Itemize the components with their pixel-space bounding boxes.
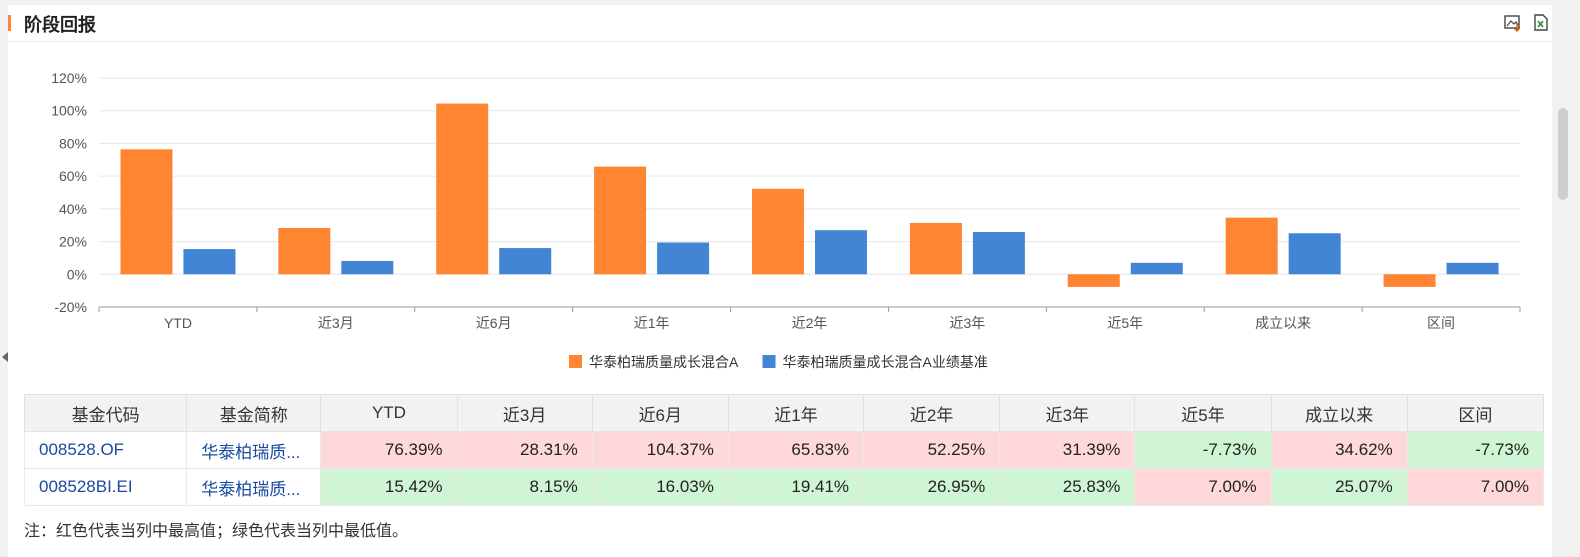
y-tick-label: 120%: [51, 70, 87, 86]
bar-fund[interactable]: [909, 222, 962, 275]
image-download-icon[interactable]: [1504, 14, 1522, 32]
return-table: 基金代码 基金简称 YTD 近3月 近6月 近1年 近2年 近3年 近5年 成立以来 区间 0085…: [23, 394, 1545, 506]
fund-name-link[interactable]: 华泰柏瑞质...: [186, 468, 322, 506]
y-tick-label: 100%: [51, 103, 87, 119]
page-title: 阶段回报: [24, 15, 96, 35]
legend-swatch[interactable]: [762, 355, 776, 368]
table-row: 008528BI.EI 华泰柏瑞质... 15.42% 8.15% 16.03% 19.4…: [23, 468, 1545, 506]
fund-name-link[interactable]: 华泰柏瑞质...: [186, 431, 322, 469]
bar-fund[interactable]: [1067, 274, 1120, 287]
title-accent-bar: [8, 15, 11, 31]
x-tick-label: 区间: [1427, 315, 1455, 331]
y-tick-label: -20%: [54, 299, 87, 315]
bar-benchmark[interactable]: [815, 230, 867, 275]
return-bar-chart: 120% 100% 80% 60% 40% 20% 0% -20% YTD 近3月 近6月 近1年 近2…: [51, 70, 1521, 370]
bar-fund[interactable]: [594, 166, 647, 275]
return-cell: 19.41%: [727, 468, 865, 506]
bar-benchmark[interactable]: [341, 260, 394, 275]
bar-benchmark[interactable]: [183, 249, 236, 275]
x-tick-label: 近3月: [318, 315, 354, 331]
fund-code-link[interactable]: 008528BI.EI: [23, 468, 188, 506]
column-header[interactable]: 近5年: [1134, 394, 1272, 432]
return-cell: 31.39%: [999, 431, 1136, 469]
return-cell: 8.15%: [456, 468, 593, 506]
return-cell: 16.03%: [591, 468, 729, 506]
legend-label[interactable]: 华泰柏瑞质量成长混合A业绩基准: [783, 354, 988, 370]
bar-benchmark[interactable]: [499, 248, 552, 275]
return-cell: -7.73%: [1134, 431, 1272, 469]
return-cell: 65.83%: [727, 431, 865, 469]
table-row: 008528.OF 华泰柏瑞质... 76.39% 28.31% 104.37% 65.8…: [23, 431, 1545, 469]
return-cell: 34.62%: [1270, 431, 1408, 469]
bar-benchmark[interactable]: [972, 232, 1025, 275]
column-header[interactable]: 基金简称: [186, 394, 322, 432]
return-cell: 15.42%: [320, 468, 458, 506]
stage-return-panel: 阶段回报 120% 100% 80% 60% 40% 20% 0% -20% YTD 近3月 近6月…: [8, 5, 1552, 557]
column-header[interactable]: 近1年: [727, 394, 865, 432]
x-tick-label: 近6月: [476, 315, 512, 331]
y-tick-label: 20%: [59, 234, 87, 250]
column-header[interactable]: 近3月: [456, 394, 593, 432]
bar-fund[interactable]: [1225, 217, 1278, 275]
return-cell: 104.37%: [591, 431, 729, 469]
x-tick-label: 成立以来: [1255, 315, 1311, 331]
legend-swatch[interactable]: [569, 355, 582, 368]
column-header[interactable]: 成立以来: [1270, 394, 1408, 432]
excel-export-icon[interactable]: [1532, 14, 1550, 32]
vertical-scrollbar[interactable]: [1558, 108, 1568, 200]
return-cell: 28.31%: [456, 431, 593, 469]
bar-benchmark[interactable]: [1288, 233, 1341, 275]
return-cell: 76.39%: [320, 431, 458, 469]
x-tick-label: 近1年: [634, 315, 670, 331]
column-header[interactable]: 近2年: [863, 394, 1001, 432]
bar-benchmark[interactable]: [657, 242, 710, 275]
column-header[interactable]: YTD: [320, 394, 458, 432]
y-tick-label: 40%: [59, 201, 87, 217]
column-header[interactable]: 近6月: [591, 394, 729, 432]
y-tick-label: 80%: [59, 135, 87, 151]
return-cell: -7.73%: [1406, 431, 1545, 469]
collapse-arrow-icon[interactable]: [2, 352, 8, 362]
y-tick-label: 60%: [59, 168, 87, 184]
x-tick-label: YTD: [164, 315, 192, 331]
fund-code-link[interactable]: 008528.OF: [23, 431, 188, 469]
legend-label[interactable]: 华泰柏瑞质量成长混合A: [589, 354, 739, 370]
bar-fund[interactable]: [752, 188, 804, 275]
column-header[interactable]: 近3年: [999, 394, 1136, 432]
bar-benchmark[interactable]: [1130, 262, 1183, 275]
x-tick-label: 近2年: [792, 315, 828, 331]
x-tick-label: 近3年: [949, 315, 985, 331]
x-tick-label: 近5年: [1107, 315, 1143, 331]
bar-fund[interactable]: [436, 103, 489, 275]
return-cell: 25.83%: [999, 468, 1136, 506]
return-cell: 52.25%: [863, 431, 1001, 469]
column-header[interactable]: 区间: [1406, 394, 1545, 432]
column-header[interactable]: 基金代码: [23, 394, 188, 432]
return-cell: 7.00%: [1134, 468, 1272, 506]
table-header-row: 基金代码 基金简称 YTD 近3月 近6月 近1年 近2年 近3年 近5年 成立以来 区间: [23, 394, 1545, 432]
y-tick-label: 0%: [67, 266, 87, 282]
bar-fund[interactable]: [120, 149, 173, 275]
return-cell: 26.95%: [863, 468, 1001, 506]
bar-fund[interactable]: [278, 227, 331, 275]
return-cell: 25.07%: [1270, 468, 1408, 506]
bar-fund[interactable]: [1383, 274, 1436, 287]
return-cell: 7.00%: [1406, 468, 1545, 506]
footnote: 注：红色代表当列中最高值；绿色代表当列中最低值。: [24, 523, 409, 540]
panel-header: 阶段回报: [8, 5, 1552, 42]
bar-benchmark[interactable]: [1446, 262, 1499, 275]
